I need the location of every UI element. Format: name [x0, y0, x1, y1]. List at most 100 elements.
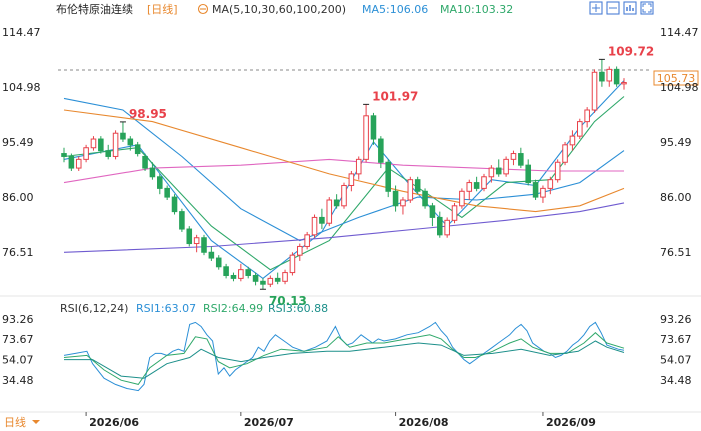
- candle-body: [319, 216, 325, 224]
- ma60-line: [63, 158, 624, 184]
- y-tick-label-left: 86.00: [2, 191, 34, 204]
- rsi-tick-label-right: 93.26: [660, 313, 692, 326]
- rsi-tick-label-left: 93.26: [2, 313, 34, 326]
- candle-body: [142, 155, 148, 169]
- candle-body: [378, 138, 384, 163]
- chevron-down-icon[interactable]: [32, 420, 40, 424]
- candle-body: [186, 228, 193, 245]
- candle-body: [606, 68, 613, 82]
- candle-body: [554, 161, 561, 181]
- candle-body: [562, 144, 568, 163]
- y-tick-label-right: 95.49: [660, 136, 692, 149]
- candle-body: [355, 158, 362, 175]
- candle-body: [481, 176, 487, 189]
- candle-body: [370, 115, 377, 140]
- candle-body: [120, 132, 126, 140]
- candle-body: [223, 266, 229, 276]
- candle-body: [252, 274, 259, 282]
- candle-body: [466, 182, 473, 192]
- y-tick-label-left: 104.98: [2, 81, 41, 94]
- bar-chart-icon[interactable]: [623, 1, 637, 15]
- rsi-label: RSI(6,12,24): [60, 302, 128, 315]
- candle-body: [311, 216, 318, 236]
- candle-body: [157, 176, 163, 189]
- candle-body: [90, 138, 97, 149]
- candle-body: [134, 144, 141, 155]
- candle-body: [363, 115, 369, 160]
- candle-body: [540, 187, 546, 198]
- candle-body: [289, 254, 296, 274]
- fullscreen-icon[interactable]: [640, 1, 654, 15]
- candle-body: [341, 184, 347, 207]
- y-tick-label-left: 114.47: [2, 26, 41, 39]
- candle-body: [304, 234, 310, 247]
- candle-body: [569, 135, 576, 146]
- candle-body: [61, 153, 67, 157]
- y-tick-label-right: 104.98: [660, 81, 699, 94]
- candle-body: [437, 216, 443, 236]
- rsi-tick-label-right: 34.48: [660, 374, 692, 387]
- candle-body: [591, 71, 598, 111]
- candle-body: [238, 269, 244, 279]
- high-annotation: 101.97: [372, 89, 418, 103]
- candle-body: [518, 153, 524, 166]
- candle-body: [599, 71, 605, 82]
- current-price-box: [653, 70, 699, 86]
- crosshair-icon[interactable]: [589, 1, 603, 15]
- candle-body: [473, 182, 480, 189]
- rsi-tick-label-left: 54.07: [2, 354, 34, 367]
- zoom-out-icon[interactable]: [606, 1, 620, 15]
- rsi-tick-label-left: 34.48: [2, 374, 34, 387]
- candle-body: [105, 150, 111, 157]
- candle-body: [613, 68, 620, 85]
- ma-label: MA(5,10,30,60,100,200): [212, 3, 346, 16]
- y-tick-label-right: 86.00: [660, 191, 692, 204]
- candle-body: [179, 211, 185, 230]
- y-tick-label-left: 76.51: [2, 246, 34, 259]
- y-tick-label-left: 95.49: [2, 136, 34, 149]
- ma100-line: [63, 109, 625, 213]
- candle-body: [422, 190, 428, 207]
- rsi3-line: [64, 340, 625, 379]
- candle-body: [547, 179, 554, 189]
- period-label[interactable]: [日线]: [147, 2, 178, 16]
- candle-body: [326, 199, 333, 224]
- current-price-label: 105.73: [657, 72, 696, 85]
- chart-title: 布伦特原油连续: [56, 2, 133, 16]
- candle-body: [400, 199, 406, 207]
- y-tick-label-right: 114.47: [660, 26, 699, 39]
- rsi3-value: RSI3:60.88: [268, 302, 328, 315]
- candle-body: [429, 205, 436, 218]
- date-label: 2026/09: [546, 416, 596, 429]
- candle-body: [621, 82, 627, 85]
- rsi1-value: RSI1:63.07: [136, 302, 196, 315]
- candle-body: [444, 219, 450, 236]
- candle-body: [525, 164, 531, 184]
- candle-body: [208, 251, 215, 259]
- candle-body: [201, 237, 207, 253]
- ma5-line: [63, 80, 625, 280]
- candle-body: [385, 161, 391, 192]
- rsi2-value: RSI2:64.99: [203, 302, 263, 315]
- candle-body: [503, 158, 509, 175]
- candle-body: [164, 187, 170, 198]
- candle-body: [510, 153, 517, 160]
- y-tick-label-right: 76.51: [660, 246, 692, 259]
- high-annotation: 109.72: [608, 44, 654, 58]
- candle-body: [333, 199, 340, 207]
- candle-body: [282, 272, 288, 282]
- low-annotation: 70.13: [269, 294, 307, 308]
- timeframe-label[interactable]: 日线: [4, 415, 26, 429]
- settings-icon[interactable]: [197, 3, 209, 15]
- candle-body: [149, 167, 156, 178]
- rsi1-line: [63, 321, 625, 392]
- candle-body: [245, 269, 251, 276]
- candle-body: [297, 245, 303, 256]
- candle-body: [230, 274, 237, 279]
- candle-body: [577, 121, 583, 137]
- candle-body: [193, 237, 200, 245]
- candle-body: [274, 277, 281, 282]
- candle-body: [414, 179, 421, 192]
- ma5-value: MA5:106.06: [362, 3, 428, 16]
- rsi2-line: [63, 332, 625, 385]
